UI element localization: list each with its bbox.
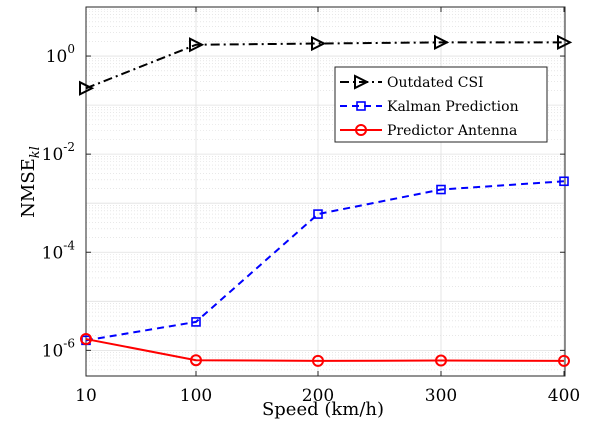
- x-tick-label: 300: [425, 386, 457, 406]
- y-axis-label: NMSEkl: [18, 146, 43, 218]
- plot-frame: [85, 6, 566, 377]
- minor-grid: [86, 8, 565, 371]
- series-layer: [79, 34, 573, 367]
- data-point-predictor-antenna: [312, 354, 324, 367]
- y-tick-exponent: -4: [63, 238, 75, 252]
- data-point-kalman-prediction: [313, 209, 323, 219]
- legend: Outdated CSI Kalman Prediction Predictor A…: [334, 66, 548, 143]
- x-tick-label: 400: [548, 386, 580, 406]
- y-tick-label: 10-6: [42, 336, 75, 361]
- x-tick-label: 10: [75, 386, 97, 406]
- legend-label-kalman-prediction: Kalman Prediction: [387, 99, 519, 115]
- data-point-outdated-csi: [311, 35, 327, 52]
- data-point-outdated-csi: [557, 34, 573, 50]
- y-tick-label: 10-2: [42, 140, 75, 165]
- data-point-outdated-csi: [79, 80, 95, 96]
- series-kalman-prediction: [81, 176, 569, 346]
- data-point-kalman-prediction: [436, 184, 446, 195]
- major-grid: [85, 7, 565, 376]
- data-point-kalman-prediction: [559, 176, 569, 187]
- y-tick-base: 10: [46, 47, 68, 67]
- y-tick-exponent: -6: [63, 336, 75, 350]
- x-tick-label: 100: [180, 386, 212, 406]
- series-predictor-antenna: [80, 333, 570, 367]
- x-axis-ticks: 10 100 200 300 400: [75, 7, 580, 406]
- data-point-predictor-antenna: [435, 354, 447, 367]
- x-axis-label: Speed (km/h): [262, 399, 384, 420]
- data-point-outdated-csi: [434, 34, 450, 50]
- data-point-kalman-prediction: [191, 317, 201, 327]
- y-axis-label-subscript: kl: [28, 146, 43, 158]
- series-line-outdated-csi: [85, 41, 564, 90]
- legend-label-predictor-antenna: Predictor Antenna: [387, 123, 517, 139]
- series-line-kalman-prediction: [85, 180, 565, 342]
- legend-marker-outdated-csi: [354, 74, 370, 90]
- y-tick-base: 10: [42, 145, 64, 165]
- legend-marker-kalman-prediction: [356, 101, 366, 111]
- legend-label-outdated-csi: Outdated CSI: [387, 75, 484, 91]
- data-point-predictor-antenna: [80, 333, 92, 346]
- y-tick-exponent: 0: [67, 42, 75, 56]
- y-tick-exponent: -2: [63, 140, 75, 154]
- y-tick-label: 10-4: [42, 238, 76, 263]
- data-point-outdated-csi: [189, 37, 205, 53]
- y-axis-label-main: NMSE: [18, 158, 39, 218]
- series-line-predictor-antenna: [85, 338, 565, 362]
- series-outdated-csi: [79, 34, 573, 96]
- y-tick-base: 10: [42, 341, 64, 361]
- y-tick-base: 10: [42, 243, 64, 263]
- x-tick-label: 200: [302, 386, 334, 406]
- legend-marker-predictor-antenna: [355, 124, 367, 136]
- data-point-predictor-antenna: [190, 354, 202, 367]
- data-point-predictor-antenna: [558, 354, 570, 367]
- y-tick-label: 100: [46, 42, 75, 67]
